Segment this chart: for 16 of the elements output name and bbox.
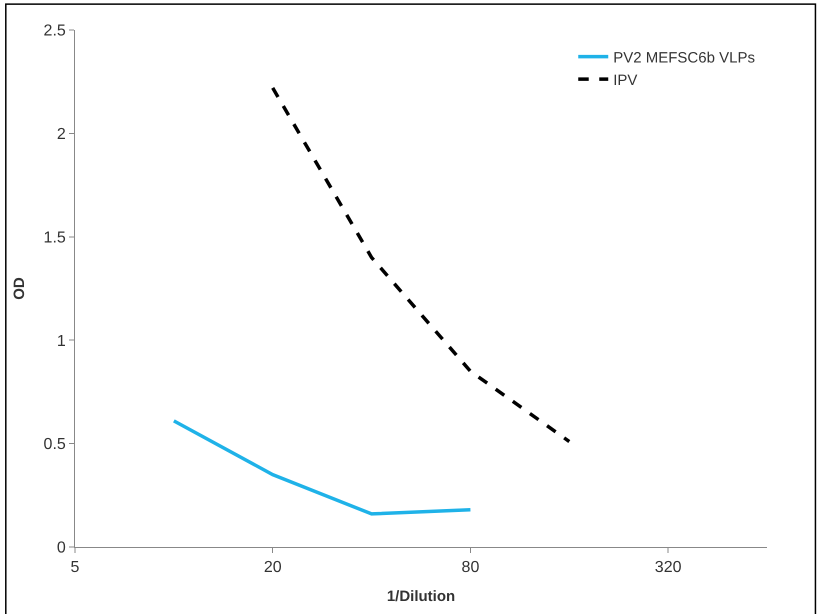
y-tick-label: 2.5	[44, 22, 66, 40]
y-tick-label: 0.5	[44, 436, 66, 454]
legend-label: PV2 MEFSC6b VLPs	[613, 49, 755, 66]
y-tick-label: 1.5	[44, 229, 66, 246]
line-series	[172, 419, 472, 516]
x-tick-label: 80	[462, 559, 480, 576]
x-tick-label: 320	[654, 559, 682, 576]
y-tick-label: 2	[56, 126, 66, 143]
x-tick-label: 20	[264, 559, 282, 576]
x-tick-label: 5	[70, 559, 80, 576]
y-axis-title: OD	[10, 277, 28, 300]
line-series	[270, 86, 572, 444]
y-tick-label: 0	[56, 540, 66, 557]
y-tick-label: 1	[56, 332, 66, 350]
x-axis-title: 1/Dilution	[386, 588, 456, 606]
legend-label: IPV	[613, 72, 638, 89]
